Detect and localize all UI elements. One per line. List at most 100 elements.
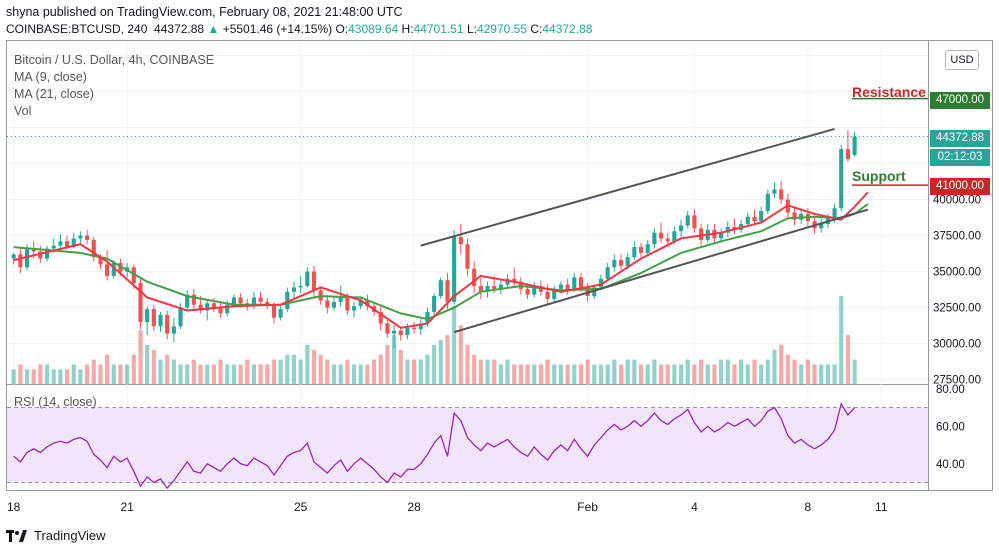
- volume-bar: [105, 354, 110, 384]
- volume-bar: [652, 359, 657, 384]
- price-tick-label: 35000.00: [933, 267, 981, 279]
- candle-body: [345, 297, 350, 311]
- price-tick-label: 40000.00: [933, 195, 981, 207]
- candle-body: [158, 314, 163, 327]
- time-tick-label: 28: [407, 500, 421, 514]
- time-tick-label: 11: [875, 500, 888, 514]
- candle-body: [625, 257, 630, 266]
- volume-bar: [85, 364, 90, 384]
- rsi-tick-label: 80.00: [936, 384, 965, 396]
- candle-body: [64, 241, 70, 248]
- volume-bar: [745, 364, 750, 384]
- volume-bar: [44, 364, 50, 384]
- volume-bar: [585, 359, 590, 384]
- volume-bar: [445, 335, 450, 384]
- price-tick-label: 27500.00: [933, 375, 981, 387]
- volume-bar: [318, 354, 323, 384]
- candle-body: [845, 149, 850, 160]
- volume-bar: [158, 359, 163, 384]
- time-tick-label: 8: [805, 500, 812, 514]
- price-tick-label: 30000.00: [933, 339, 981, 351]
- low-label: L:: [466, 22, 477, 36]
- candle-body: [578, 277, 584, 288]
- time-tick-label: Feb: [577, 500, 598, 514]
- currency-button[interactable]: USD: [945, 50, 979, 70]
- candle-body: [512, 278, 517, 282]
- volume-bar: [178, 364, 183, 384]
- volume-bar: [552, 364, 557, 384]
- tradingview-logo-icon: [6, 529, 27, 542]
- volume-bar: [11, 369, 16, 384]
- volume-bar: [438, 340, 443, 384]
- volume-bar: [685, 359, 690, 384]
- volume-bar: [699, 359, 704, 384]
- candle-body: [418, 323, 423, 330]
- volume-bar: [538, 364, 543, 384]
- volume-bar: [405, 359, 410, 384]
- legend-rsi: RSI (14, close): [14, 395, 97, 409]
- candle-body: [645, 244, 650, 253]
- volume-bar: [632, 359, 637, 384]
- volume-bar: [612, 359, 617, 384]
- candle-body: [238, 297, 243, 304]
- candle-body: [298, 286, 303, 288]
- candle-body: [725, 226, 730, 233]
- volume-bar: [472, 354, 477, 384]
- candle-body: [445, 280, 450, 302]
- volume-bar: [198, 364, 203, 384]
- candle-body: [198, 304, 203, 311]
- candle-body: [305, 271, 310, 286]
- volume-bar: [525, 364, 530, 384]
- volume-bar: [205, 364, 210, 384]
- candle-body: [405, 327, 410, 335]
- candle-body: [225, 304, 230, 314]
- volume-bar: [18, 364, 23, 384]
- candle-body: [91, 239, 96, 258]
- candle-body: [745, 216, 750, 225]
- volume-bar: [412, 359, 417, 384]
- rsi-tick-label: 40.00: [936, 459, 965, 471]
- volume-bar: [151, 349, 156, 384]
- volume-bar: [672, 364, 677, 384]
- rsi-tick-label: 60.00: [936, 421, 965, 433]
- candle-body: [492, 286, 497, 289]
- symbol-label: COINBASE:BTCUSD, 240: [6, 22, 148, 36]
- volume-bar: [792, 359, 797, 384]
- candle-body: [231, 297, 236, 305]
- candle-body: [285, 291, 290, 310]
- volume-bar: [452, 305, 457, 384]
- candle-body: [331, 301, 337, 308]
- candle-body: [438, 280, 443, 297]
- candle-body: [765, 193, 770, 212]
- candle-body: [672, 231, 677, 242]
- countdown-tag: 02:12:03: [930, 149, 990, 166]
- footer-brand[interactable]: TradingView: [6, 528, 106, 543]
- candle-body: [759, 211, 764, 222]
- volume-bar: [492, 359, 497, 384]
- volume-bar: [225, 364, 230, 384]
- candle-body: [18, 254, 23, 268]
- volume-bar: [98, 364, 103, 384]
- candle-body: [151, 309, 156, 327]
- candle-body: [191, 294, 196, 305]
- candle-body: [51, 245, 56, 249]
- volume-bar: [498, 364, 503, 384]
- volume-bar: [64, 369, 70, 384]
- volume-bar: [211, 364, 216, 384]
- candle-body: [465, 244, 470, 269]
- volume-bar: [245, 359, 250, 384]
- volume-bar: [532, 364, 537, 384]
- volume-bar: [378, 354, 383, 384]
- candle-body: [652, 232, 657, 245]
- candle-body: [58, 241, 63, 246]
- candle-body: [98, 257, 103, 265]
- volume-bar: [712, 364, 717, 384]
- volume-bar: [812, 364, 817, 384]
- candle-body: [752, 216, 757, 222]
- volume-bar: [58, 369, 63, 384]
- close-value: 44372.88: [542, 22, 593, 36]
- candle-body: [78, 235, 83, 239]
- volume-bar: [605, 364, 610, 384]
- volume-bar: [618, 364, 624, 384]
